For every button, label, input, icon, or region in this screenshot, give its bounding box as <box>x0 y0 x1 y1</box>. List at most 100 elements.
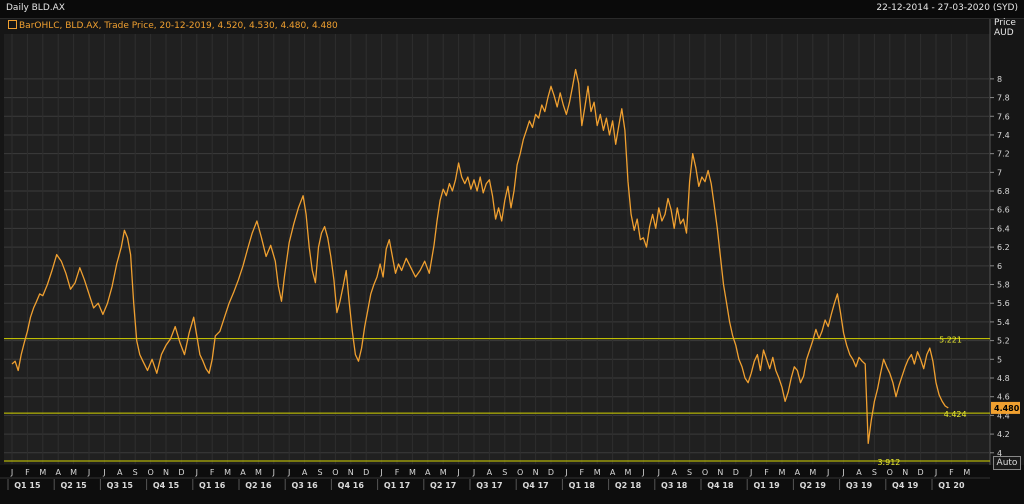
y-tick-label: 7.8 <box>997 94 1010 103</box>
month-tick-label: N <box>348 468 354 477</box>
month-tick-label: A <box>795 468 801 477</box>
auto-scale-button[interactable]: Auto <box>993 456 1021 470</box>
quarter-tick-label: Q4 18 <box>707 481 734 490</box>
month-tick-label: J <box>102 468 105 477</box>
month-tick-label: J <box>749 468 752 477</box>
month-tick-label: M <box>440 468 447 477</box>
last-price-marker <box>991 401 1020 414</box>
month-tick-label: O <box>517 468 523 477</box>
month-tick-label: F <box>949 468 954 477</box>
month-tick-label: O <box>887 468 893 477</box>
title-bar: Daily BLD.AX 22-12-2014 - 27-03-2020 (SY… <box>0 0 1024 19</box>
y-tick-label: 5 <box>997 355 1002 364</box>
month-tick-label: A <box>671 468 677 477</box>
month-tick-label: J <box>379 468 382 477</box>
quarter-tick-label: Q3 15 <box>107 481 134 490</box>
month-tick-label: S <box>317 468 322 477</box>
y-tick-label: 4.2 <box>997 430 1010 439</box>
ohlc-bar-icon <box>8 20 17 29</box>
y-tick-label: 4.4 <box>997 411 1010 420</box>
chart-title: Daily BLD.AX <box>6 3 65 13</box>
quarter-tick-label: Q2 15 <box>60 481 87 490</box>
month-tick-label: J <box>564 468 567 477</box>
month-tick-label: M <box>39 468 46 477</box>
y-tick-label: 4.8 <box>997 374 1010 383</box>
support-resistance-label: 5.221 <box>939 336 962 345</box>
month-tick-label: J <box>934 468 937 477</box>
plot-area <box>4 34 990 464</box>
month-tick-label: S <box>687 468 692 477</box>
quarter-tick-label: Q4 15 <box>153 481 180 490</box>
month-tick-label: J <box>87 468 90 477</box>
y-tick-label: 6.2 <box>997 243 1010 252</box>
month-tick-label: N <box>163 468 169 477</box>
quarter-tick-label: Q3 17 <box>476 481 502 490</box>
quarter-tick-label: Q1 17 <box>384 481 410 490</box>
month-tick-label: J <box>287 468 290 477</box>
quarter-tick-label: Q2 16 <box>245 481 272 490</box>
month-tick-label: M <box>809 468 816 477</box>
y-tick-label: 4.6 <box>997 393 1010 402</box>
quarter-tick-label: Q1 18 <box>569 481 596 490</box>
y-tick-label: 6.6 <box>997 206 1010 215</box>
quarter-tick-label: Q2 19 <box>800 481 827 490</box>
quarter-tick-label: Q1 15 <box>14 481 41 490</box>
month-tick-label: J <box>826 468 829 477</box>
y-tick-label: 4 <box>997 449 1002 458</box>
month-tick-label: F <box>395 468 400 477</box>
month-tick-label: J <box>841 468 844 477</box>
month-tick-label: J <box>10 468 13 477</box>
y-tick-label: 5.2 <box>997 337 1010 346</box>
month-tick-label: F <box>25 468 30 477</box>
y-tick-label: 6.8 <box>997 187 1010 196</box>
price-axis-title: Price <box>994 18 1016 28</box>
quarter-tick-label: Q3 16 <box>291 481 318 490</box>
quarter-tick-label: Q4 19 <box>892 481 919 490</box>
y-tick-label: 5.8 <box>997 281 1010 290</box>
month-tick-label: J <box>472 468 475 477</box>
month-tick-label: J <box>456 468 459 477</box>
month-tick-label: M <box>255 468 262 477</box>
price-axis-header: Price AUD <box>994 18 1016 38</box>
last-price-label: 4.480 <box>994 404 1020 413</box>
y-tick-label: 5.6 <box>997 299 1010 308</box>
y-tick-label: 7.6 <box>997 112 1010 121</box>
support-resistance-label: 4.424 <box>944 410 967 419</box>
month-tick-label: J <box>195 468 198 477</box>
month-tick-label: O <box>332 468 338 477</box>
quarter-tick-label: Q4 17 <box>522 481 548 490</box>
y-tick-label: 7.4 <box>997 131 1010 140</box>
month-tick-label: N <box>533 468 539 477</box>
month-tick-label: S <box>133 468 138 477</box>
price-axis-currency: AUD <box>994 28 1014 38</box>
month-tick-label: M <box>625 468 632 477</box>
y-tick-label: 5.4 <box>997 318 1010 327</box>
month-tick-label: N <box>902 468 908 477</box>
legend-text: BarOHLC, BLD.AX, Trade Price, 20-12-2019… <box>19 21 338 31</box>
quarter-tick-label: Q4 16 <box>338 481 365 490</box>
quarter-tick-label: Q1 16 <box>199 481 226 490</box>
month-tick-label: A <box>425 468 431 477</box>
month-tick-label: A <box>856 468 862 477</box>
month-tick-label: F <box>764 468 769 477</box>
month-tick-label: J <box>272 468 275 477</box>
quarter-tick-label: Q1 20 <box>938 481 965 490</box>
month-tick-label: A <box>240 468 246 477</box>
date-range: 22-12-2014 - 27-03-2020 (SYD) <box>876 3 1018 13</box>
month-tick-label: D <box>918 468 924 477</box>
price-series-line <box>11 68 949 445</box>
month-tick-label: J <box>657 468 660 477</box>
quarter-tick-label: Q2 17 <box>430 481 456 490</box>
time-axis <box>0 465 1024 504</box>
month-tick-label: M <box>594 468 601 477</box>
month-tick-label: S <box>502 468 507 477</box>
month-tick-label: A <box>487 468 493 477</box>
month-tick-label: A <box>610 468 616 477</box>
month-tick-label: A <box>302 468 308 477</box>
month-tick-label: S <box>872 468 877 477</box>
month-tick-label: F <box>210 468 215 477</box>
month-tick-label: D <box>733 468 739 477</box>
month-tick-label: D <box>548 468 554 477</box>
